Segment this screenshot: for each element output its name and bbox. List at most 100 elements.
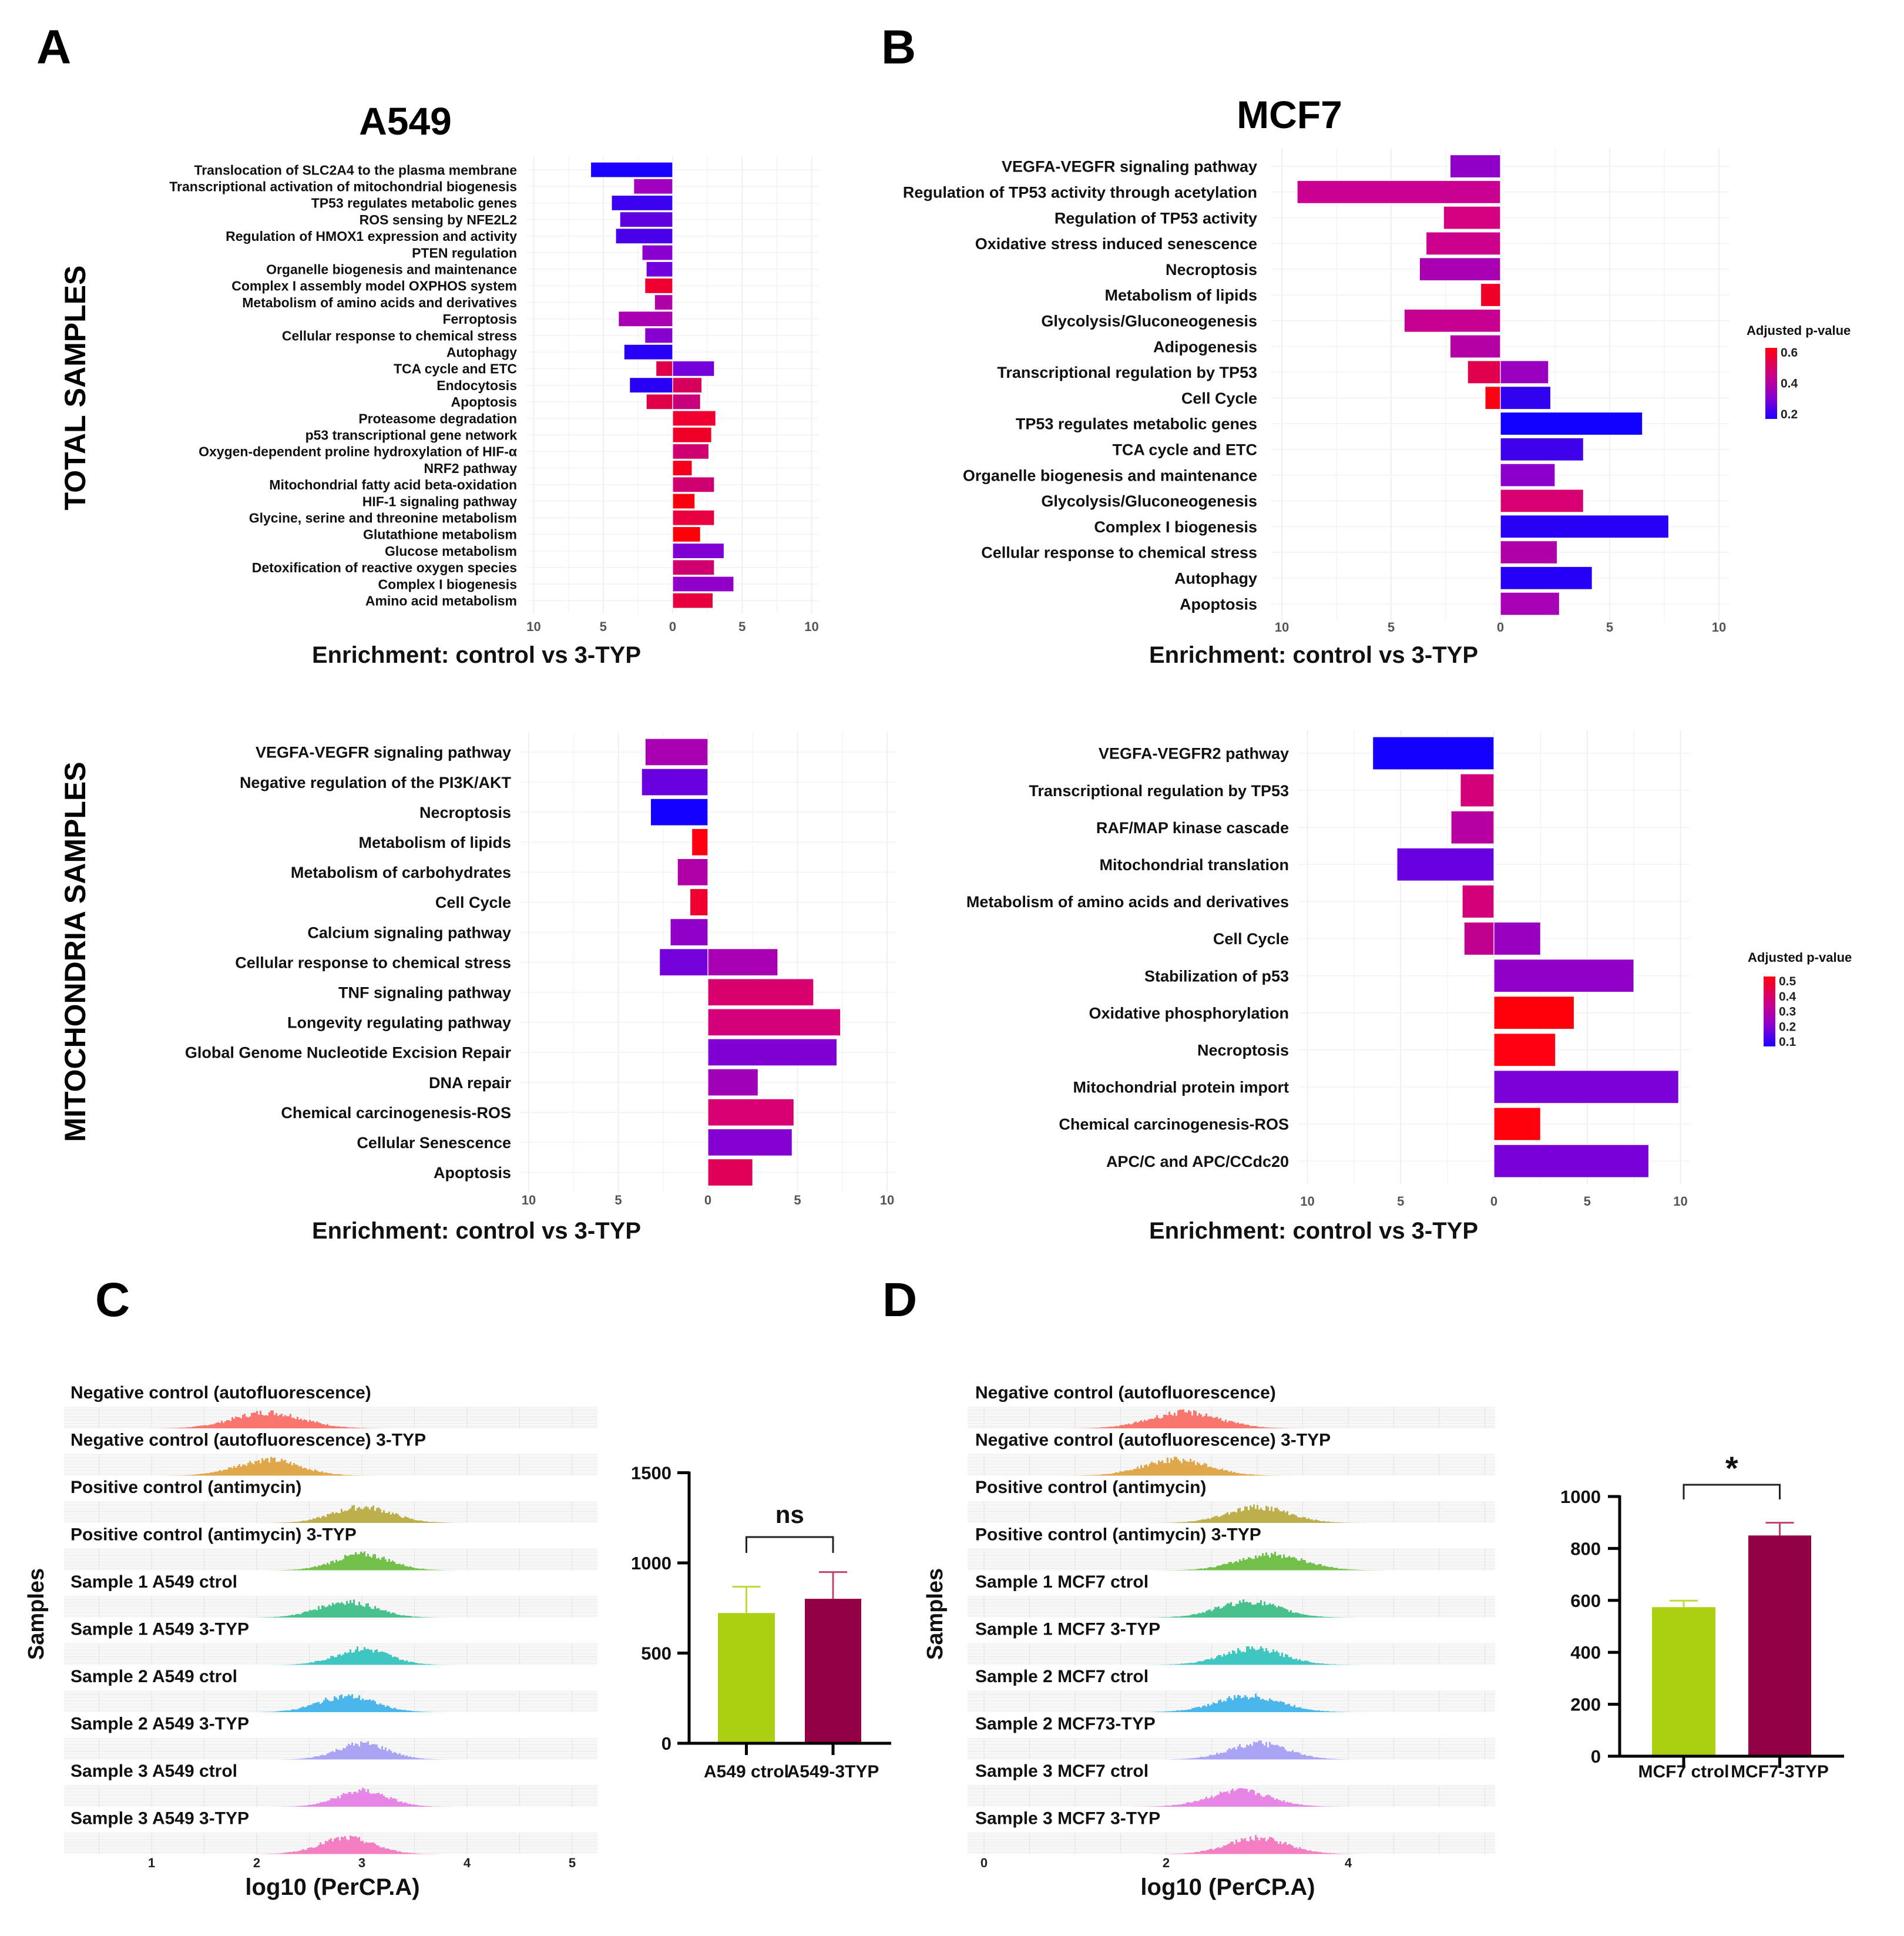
enrichment-bar (1500, 566, 1593, 590)
category-label: PTEN regulation (412, 245, 517, 260)
histogram-area (64, 1787, 598, 1807)
enrichment-bar (1500, 592, 1560, 616)
x-axis-title: Enrichment: control vs 3-TYP (1149, 642, 1478, 668)
histogram-area (968, 1740, 1496, 1760)
enrichment-bar (1403, 308, 1501, 333)
enrichment-bar (707, 1008, 841, 1036)
category-label: MCF7 ctrol (1638, 1762, 1729, 1781)
category-label: Regulation of HMOX1 expression and activ… (226, 229, 517, 244)
sample-label: Sample 3 A549 3-TYP (70, 1809, 249, 1828)
mcf7-mito-enrichment-chart: VEGFA-VEGFR2 pathway Transcriptional regu… (966, 730, 1852, 1244)
x-tick-label: 0 (669, 619, 676, 634)
enrichment-bar (1450, 810, 1495, 844)
category-label: Mitochondrial translation (1099, 856, 1289, 874)
sample-label: Sample 2 MCF7 ctrol (975, 1667, 1149, 1686)
enrichment-bar (1500, 360, 1549, 384)
sample-label: Positive control (antimycin) 3-TYP (975, 1525, 1261, 1545)
panel-label-c: C (95, 1273, 130, 1327)
bar (1652, 1607, 1715, 1756)
legend-title: Adjusted p-value (1748, 950, 1852, 965)
enrichment-bar (672, 592, 714, 609)
x-tick-label: 0 (1490, 1194, 1497, 1209)
category-label: Cellular Senescence (357, 1134, 511, 1152)
x-tick-label: 5 (1606, 620, 1613, 635)
enrichment-bar (1500, 411, 1643, 436)
enrichment-bar (590, 162, 673, 178)
category-label: Autophagy (1174, 570, 1257, 588)
panel-label-a: A (36, 21, 71, 74)
enrichment-bar (672, 542, 725, 559)
enrichment-bar (1493, 1033, 1556, 1067)
sample-label: Negative control (autofluorescence) (70, 1383, 371, 1402)
x-tick-label: 2 (253, 1856, 260, 1870)
category-label: Cellular response to chemical stress (235, 954, 511, 971)
category-label: Global Genome Nucleotide Excision Repair (185, 1044, 512, 1062)
category-label: Glycolysis/Gluconeogenesis (1041, 492, 1257, 510)
category-label: Apoptosis (434, 1164, 511, 1182)
category-label: HIF-1 signaling pathway (362, 494, 517, 509)
enrichment-bar (646, 261, 673, 277)
enrichment-bar (672, 410, 716, 427)
bar (805, 1599, 861, 1743)
sample-label: Sample 2 A549 3-TYP (70, 1714, 249, 1734)
x-axis-title: log10 (PerCP.A) (1140, 1874, 1315, 1900)
legend-label: 0.2 (1781, 408, 1798, 421)
sample-label: Sample 1 MCF7 ctrol (975, 1572, 1149, 1592)
histogram-area (64, 1505, 598, 1523)
category-label: Metabolism of amino acids and derivative… (242, 295, 517, 310)
category-label: Calcium signaling pathway (307, 924, 511, 941)
legend-label: 0.4 (1779, 990, 1796, 1004)
enrichment-bar (672, 509, 715, 526)
histogram-area (968, 1835, 1496, 1854)
x-tick-label: 5 (614, 1193, 622, 1207)
enrichment-bar (1297, 180, 1501, 204)
histogram-area (968, 1409, 1496, 1428)
histogram-area (968, 1457, 1496, 1476)
enrichment-bar (1493, 921, 1541, 956)
category-label: TCA cycle and ETC (394, 361, 517, 377)
enrichment-bar (1449, 154, 1501, 179)
category-label: Glutathione metabolism (363, 527, 517, 542)
significance-bracket (1683, 1484, 1781, 1499)
category-label: Complex I assembly model OXPHOS system (231, 279, 517, 294)
category-label: Organelle biogenesis and maintenance (266, 261, 517, 277)
enrichment-bar (623, 344, 673, 360)
category-label: Complex I biogenesis (378, 576, 517, 592)
enrichment-bar (707, 1128, 793, 1156)
y-tick-label: 800 (1570, 1538, 1601, 1559)
category-label: VEGFA-VEGFR2 pathway (1099, 745, 1289, 763)
sample-label: Sample 1 A549 ctrol (70, 1572, 237, 1592)
x-axis-title: Enrichment: control vs 3-TYP (1149, 1218, 1478, 1244)
sample-label: Negative control (autofluorescence) 3-TY… (70, 1431, 426, 1450)
enrichment-bar (650, 798, 708, 826)
enrichment-bar (1493, 996, 1575, 1030)
x-tick-label: 10 (526, 619, 540, 634)
category-label: DNA repair (429, 1074, 512, 1092)
y-tick-label: 200 (1570, 1695, 1601, 1715)
category-label: A549 ctrol (704, 1762, 789, 1781)
y-tick-label: 600 (1570, 1591, 1601, 1611)
enrichment-bar (619, 212, 673, 228)
panel-label-b: B (881, 21, 916, 74)
enrichment-bar (1493, 1070, 1679, 1104)
category-label: Necroptosis (1166, 261, 1257, 279)
p-value-legend: Adjusted p-value 0.6 0.4 0.2 (1747, 323, 1851, 421)
enrichment-bar (1372, 736, 1495, 770)
sample-label: Sample 3 MCF7 3-TYP (975, 1809, 1160, 1828)
category-label: Autophagy (446, 344, 517, 360)
histogram-area (64, 1835, 598, 1854)
x-axis-title: Enrichment: control vs 3-TYP (312, 642, 641, 668)
title-a549: A549 (359, 99, 452, 143)
enrichment-bar (1480, 283, 1501, 307)
x-tick-label: 0 (704, 1193, 711, 1207)
y-tick-label: 400 (1570, 1642, 1601, 1663)
title-mcf7: MCF7 (1237, 93, 1342, 136)
enrichment-bar (611, 194, 673, 211)
x-tick-label: 0 (980, 1856, 988, 1870)
category-label: Mitochondrial protein import (1073, 1079, 1289, 1096)
category-label: Organelle biogenesis and maintenance (963, 467, 1257, 484)
enrichment-bar (1493, 1107, 1541, 1141)
sample-label: Positive control (antimycin) 3-TYP (70, 1525, 357, 1545)
enrichment-bar (1396, 847, 1495, 881)
category-label: Metabolism of carbohydrates (291, 864, 511, 881)
